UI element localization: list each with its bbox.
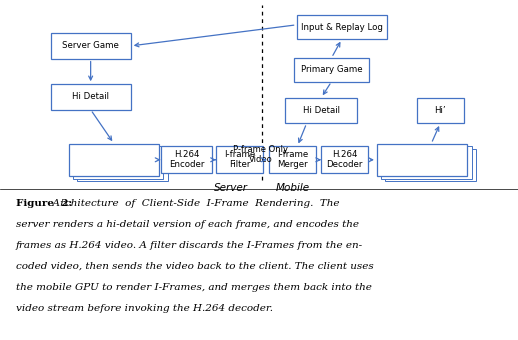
Text: the mobile GPU to render I-Frames, and merges them back into the: the mobile GPU to render I-Frames, and m… [16,283,371,292]
Text: H.264
Decoder: H.264 Decoder [326,150,363,170]
Text: server renders a hi-detail version of each frame, and encodes the: server renders a hi-detail version of ea… [16,220,358,229]
FancyBboxPatch shape [377,143,467,176]
Text: Server: Server [213,183,248,192]
Text: Hi’: Hi’ [435,106,446,115]
Text: H.264
Encoder: H.264 Encoder [169,150,204,170]
FancyBboxPatch shape [385,149,476,182]
Text: P-frame Only
Video: P-frame Only Video [233,145,288,165]
Text: frames as H.264 video. A filter discards the I-Frames from the en-: frames as H.264 video. A filter discards… [16,241,363,250]
Text: coded video, then sends the video back to the client. The client uses: coded video, then sends the video back t… [16,262,373,271]
Text: I-frame
Merger: I-frame Merger [277,150,308,170]
FancyBboxPatch shape [50,33,131,58]
FancyBboxPatch shape [381,146,471,179]
Text: Hi Detail: Hi Detail [72,92,109,101]
FancyBboxPatch shape [68,143,160,176]
Text: Hi Detail: Hi Detail [303,106,340,115]
FancyBboxPatch shape [296,15,387,39]
FancyBboxPatch shape [73,146,164,179]
FancyBboxPatch shape [216,146,263,173]
Text: Primary Game: Primary Game [301,65,362,74]
Text: video stream before invoking the H.264 decoder.: video stream before invoking the H.264 d… [16,304,272,313]
Text: Input & Replay Log: Input & Replay Log [301,23,383,32]
Text: Architecture  of  Client-Side  I-Frame  Rendering.  The: Architecture of Client-Side I-Frame Rend… [46,199,339,208]
FancyBboxPatch shape [417,98,464,123]
FancyBboxPatch shape [77,149,168,182]
FancyBboxPatch shape [161,146,212,173]
Text: I-frame
Filter: I-frame Filter [224,150,255,170]
Text: Figure  2:: Figure 2: [16,199,72,208]
Text: Mobile: Mobile [276,183,310,192]
FancyBboxPatch shape [50,84,131,109]
FancyBboxPatch shape [285,98,357,123]
FancyBboxPatch shape [269,146,316,173]
Text: Server Game: Server Game [62,41,119,50]
FancyBboxPatch shape [321,146,368,173]
FancyBboxPatch shape [294,58,369,82]
